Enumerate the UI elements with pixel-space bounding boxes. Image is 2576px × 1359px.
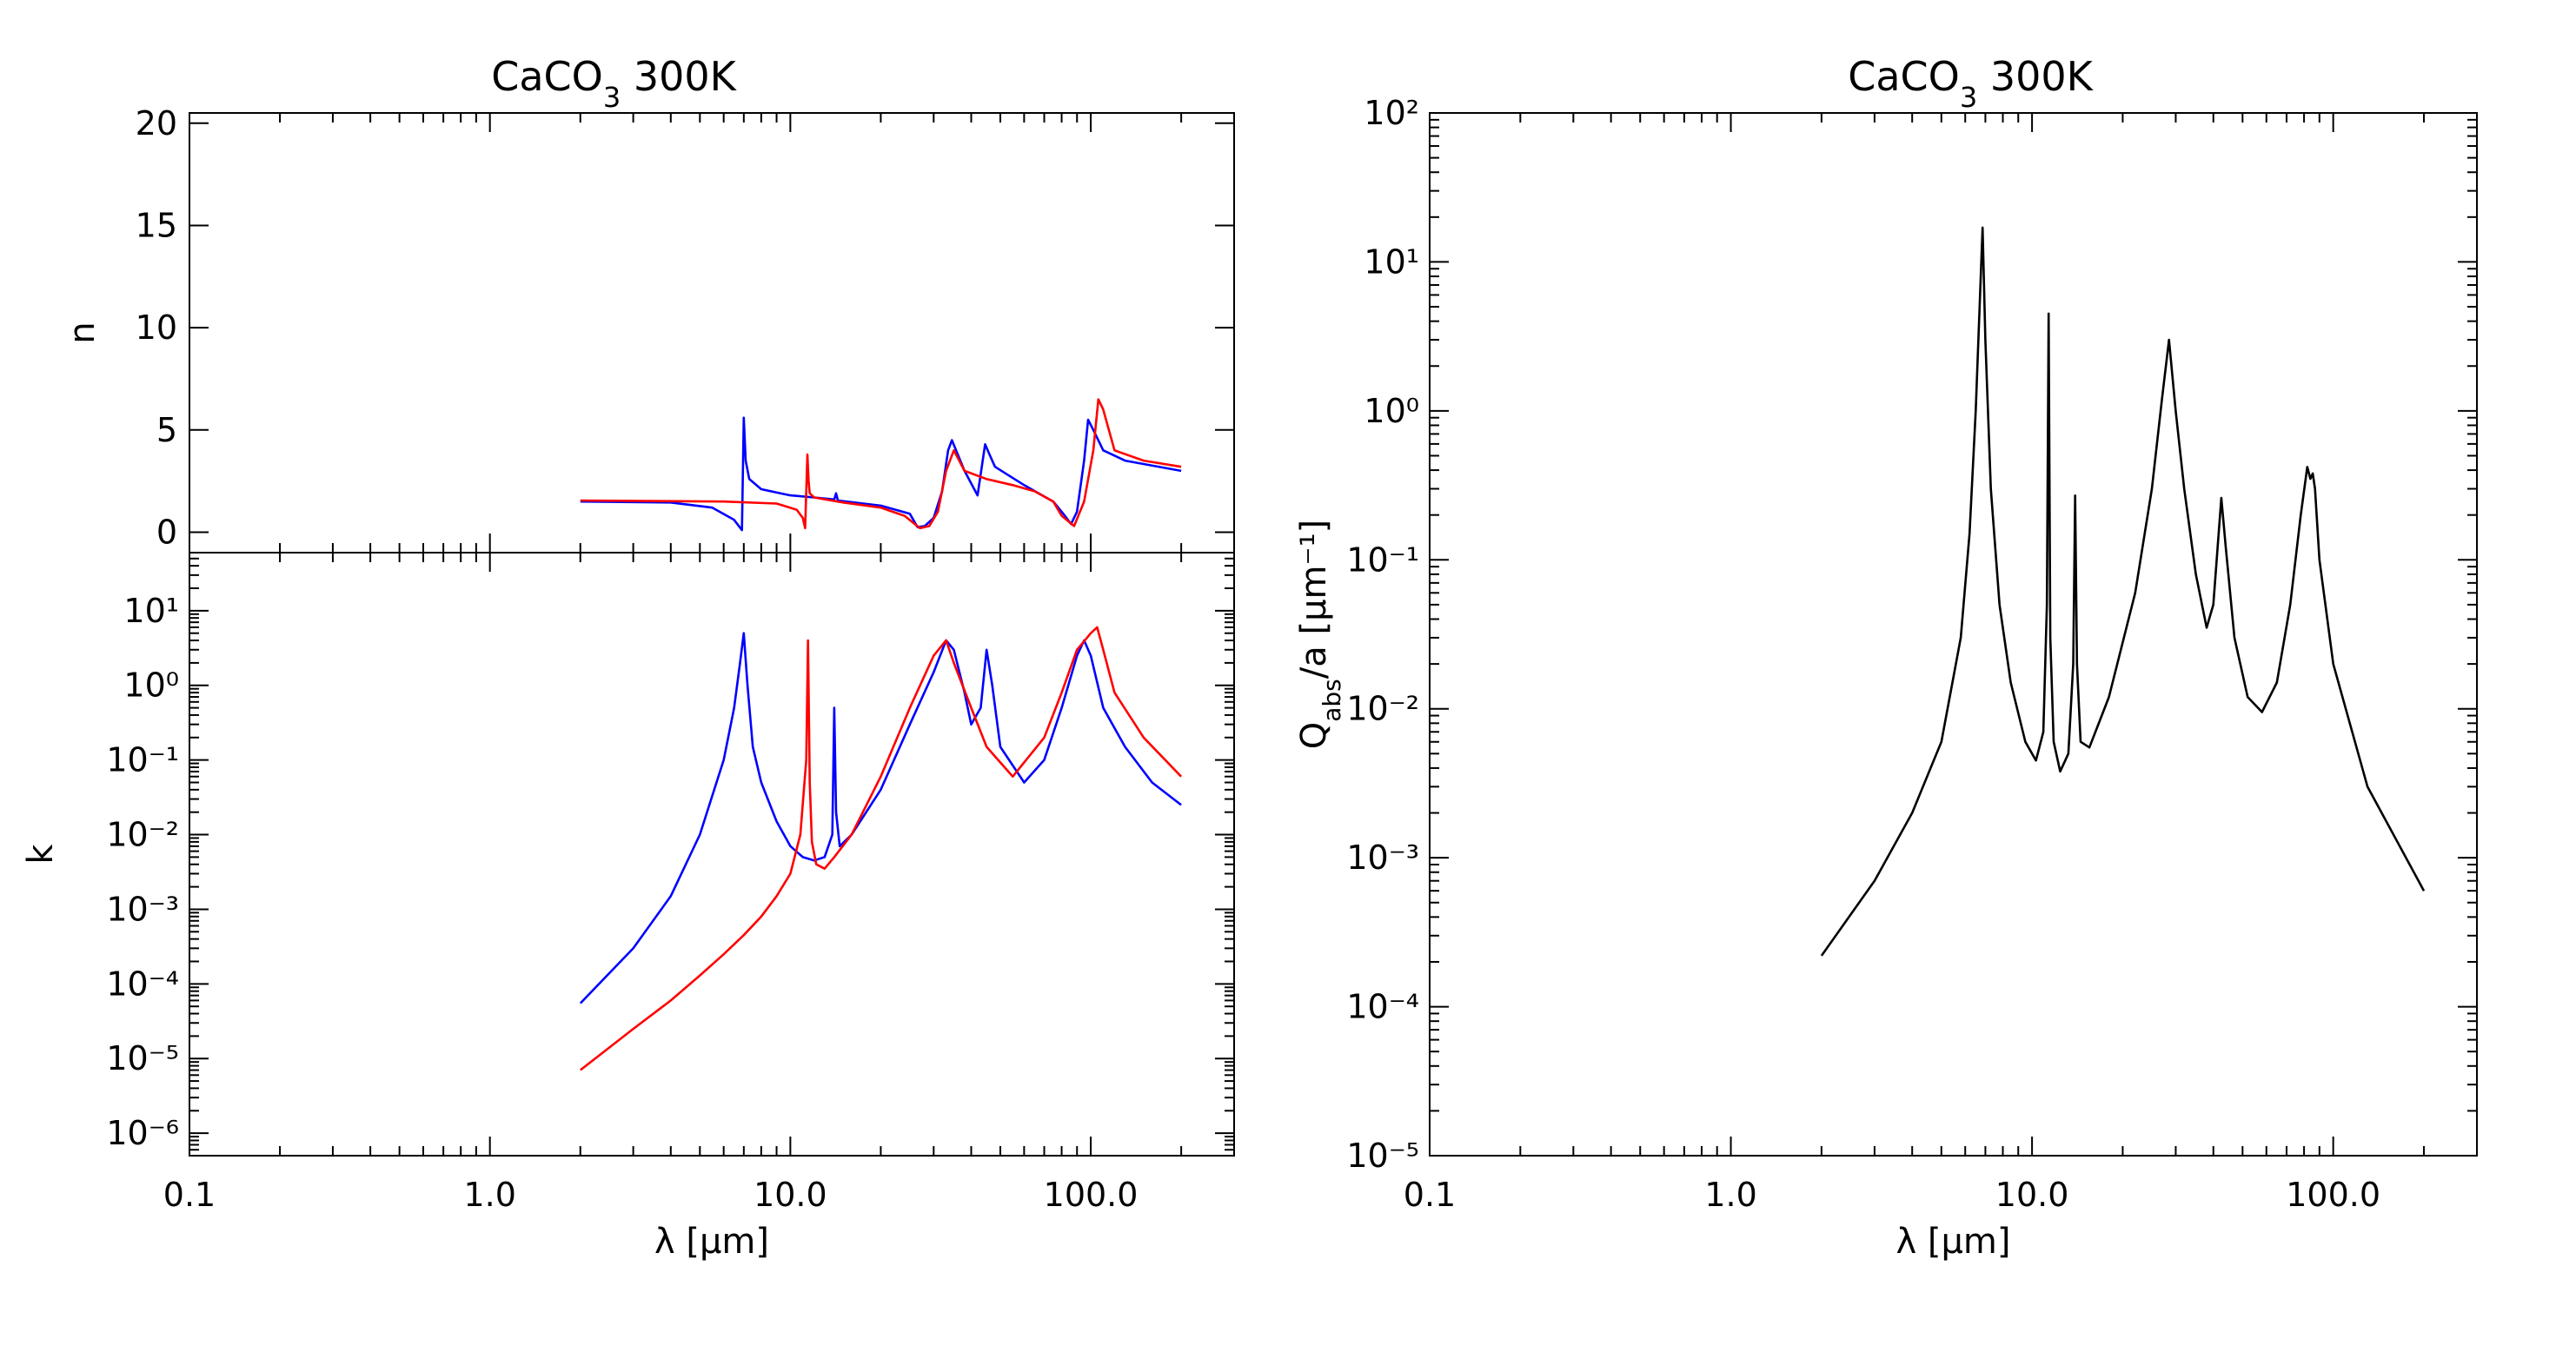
extinction-k-panel: 0.1 1.0 10.0 100.0 10¹ 10⁰ 10⁻¹ 10⁻² 10⁻³ 10⁻⁴ 10⁻… [21, 552, 1235, 1262]
k-panel-y-tick-label: 10⁰ [123, 666, 179, 705]
n-panel-y-tick-label: 20 [136, 104, 177, 143]
n-panel-y-tick-label: 5 [156, 411, 177, 449]
k-panel-y-tick-label: 10⁻¹ [106, 741, 179, 779]
k-panel-x-axis-label: λ [μm] [654, 1222, 769, 1262]
k-panel-y-tick-label: 10⁻³ [106, 890, 179, 928]
q-panel-x-tick-label: 100.0 [2286, 1176, 2380, 1214]
right-chart-title: CaCO3 300K [1848, 53, 2094, 114]
k-panel-series-0-line [579, 632, 1182, 1004]
n-panel-frame [189, 112, 1235, 554]
k-panel-y-tick-label: 10⁻⁶ [106, 1114, 179, 1152]
k-panel-y-tick-label: 10⁻² [106, 816, 179, 854]
k-panel-y-tick-label: 10⁻⁴ [106, 965, 179, 1003]
n-panel-y-axis-label: n [63, 322, 103, 343]
q-panel-y-tick-label: 10⁻⁴ [1346, 988, 1419, 1026]
k-panel-y-tick-label: 10¹ [123, 592, 179, 630]
q-panel-y-tick-label: 10⁻¹ [1346, 540, 1419, 579]
left-chart-title: CaCO3 300K [491, 53, 737, 114]
q-panel-y-tick-label: 10² [1364, 94, 1419, 132]
k-panel-x-tick-label: 1.0 [463, 1176, 515, 1214]
q-panel-y-tick-label: 10⁻² [1346, 690, 1419, 728]
q-panel-y-tick-label: 10¹ [1364, 242, 1419, 281]
q-panel-x-tick-label: 10.0 [1995, 1176, 2069, 1214]
k-panel-series-1-line [580, 626, 1183, 1071]
absorption-efficiency-panel: 0.1 1.0 10.0 100.0 10² 10¹ 10⁰ 10⁻¹ 10⁻² 10⁻³ 10⁻⁴… [1294, 94, 2478, 1262]
n-panel-series-0-line [580, 416, 1182, 532]
n-panel-series-1-line [580, 398, 1182, 530]
q-panel-series-0-line [1820, 226, 2426, 957]
k-panel-y-tick-label: 10⁻⁵ [106, 1039, 179, 1077]
q-panel-y-axis-label: Qabs/a [μm⁻¹] [1294, 520, 1346, 750]
refractive-index-n-panel: 0 5 10 15 20 n [63, 104, 1235, 554]
n-panel-y-tick-label: 0 [156, 513, 177, 551]
k-panel-x-tick-label: 0.1 [163, 1176, 216, 1214]
q-panel-y-tick-label: 10⁻⁵ [1346, 1137, 1419, 1175]
k-panel-y-axis-label: k [21, 844, 61, 865]
n-panel-y-tick-label: 15 [136, 206, 177, 244]
k-panel-x-tick-label: 100.0 [1044, 1176, 1139, 1214]
n-panel-y-tick-label: 10 [136, 308, 177, 347]
k-panel-x-tick-label: 10.0 [754, 1176, 827, 1214]
q-panel-y-tick-label: 10⁻³ [1346, 839, 1419, 877]
q-panel-y-tick-label: 10⁰ [1364, 392, 1419, 430]
k-panel-frame [189, 552, 1235, 1157]
q-panel-x-axis-label: λ [μm] [1895, 1222, 2010, 1262]
q-panel-x-tick-label: 1.0 [1704, 1176, 1756, 1214]
q-panel-frame [1429, 112, 2478, 1157]
q-panel-x-tick-label: 0.1 [1404, 1176, 1456, 1214]
